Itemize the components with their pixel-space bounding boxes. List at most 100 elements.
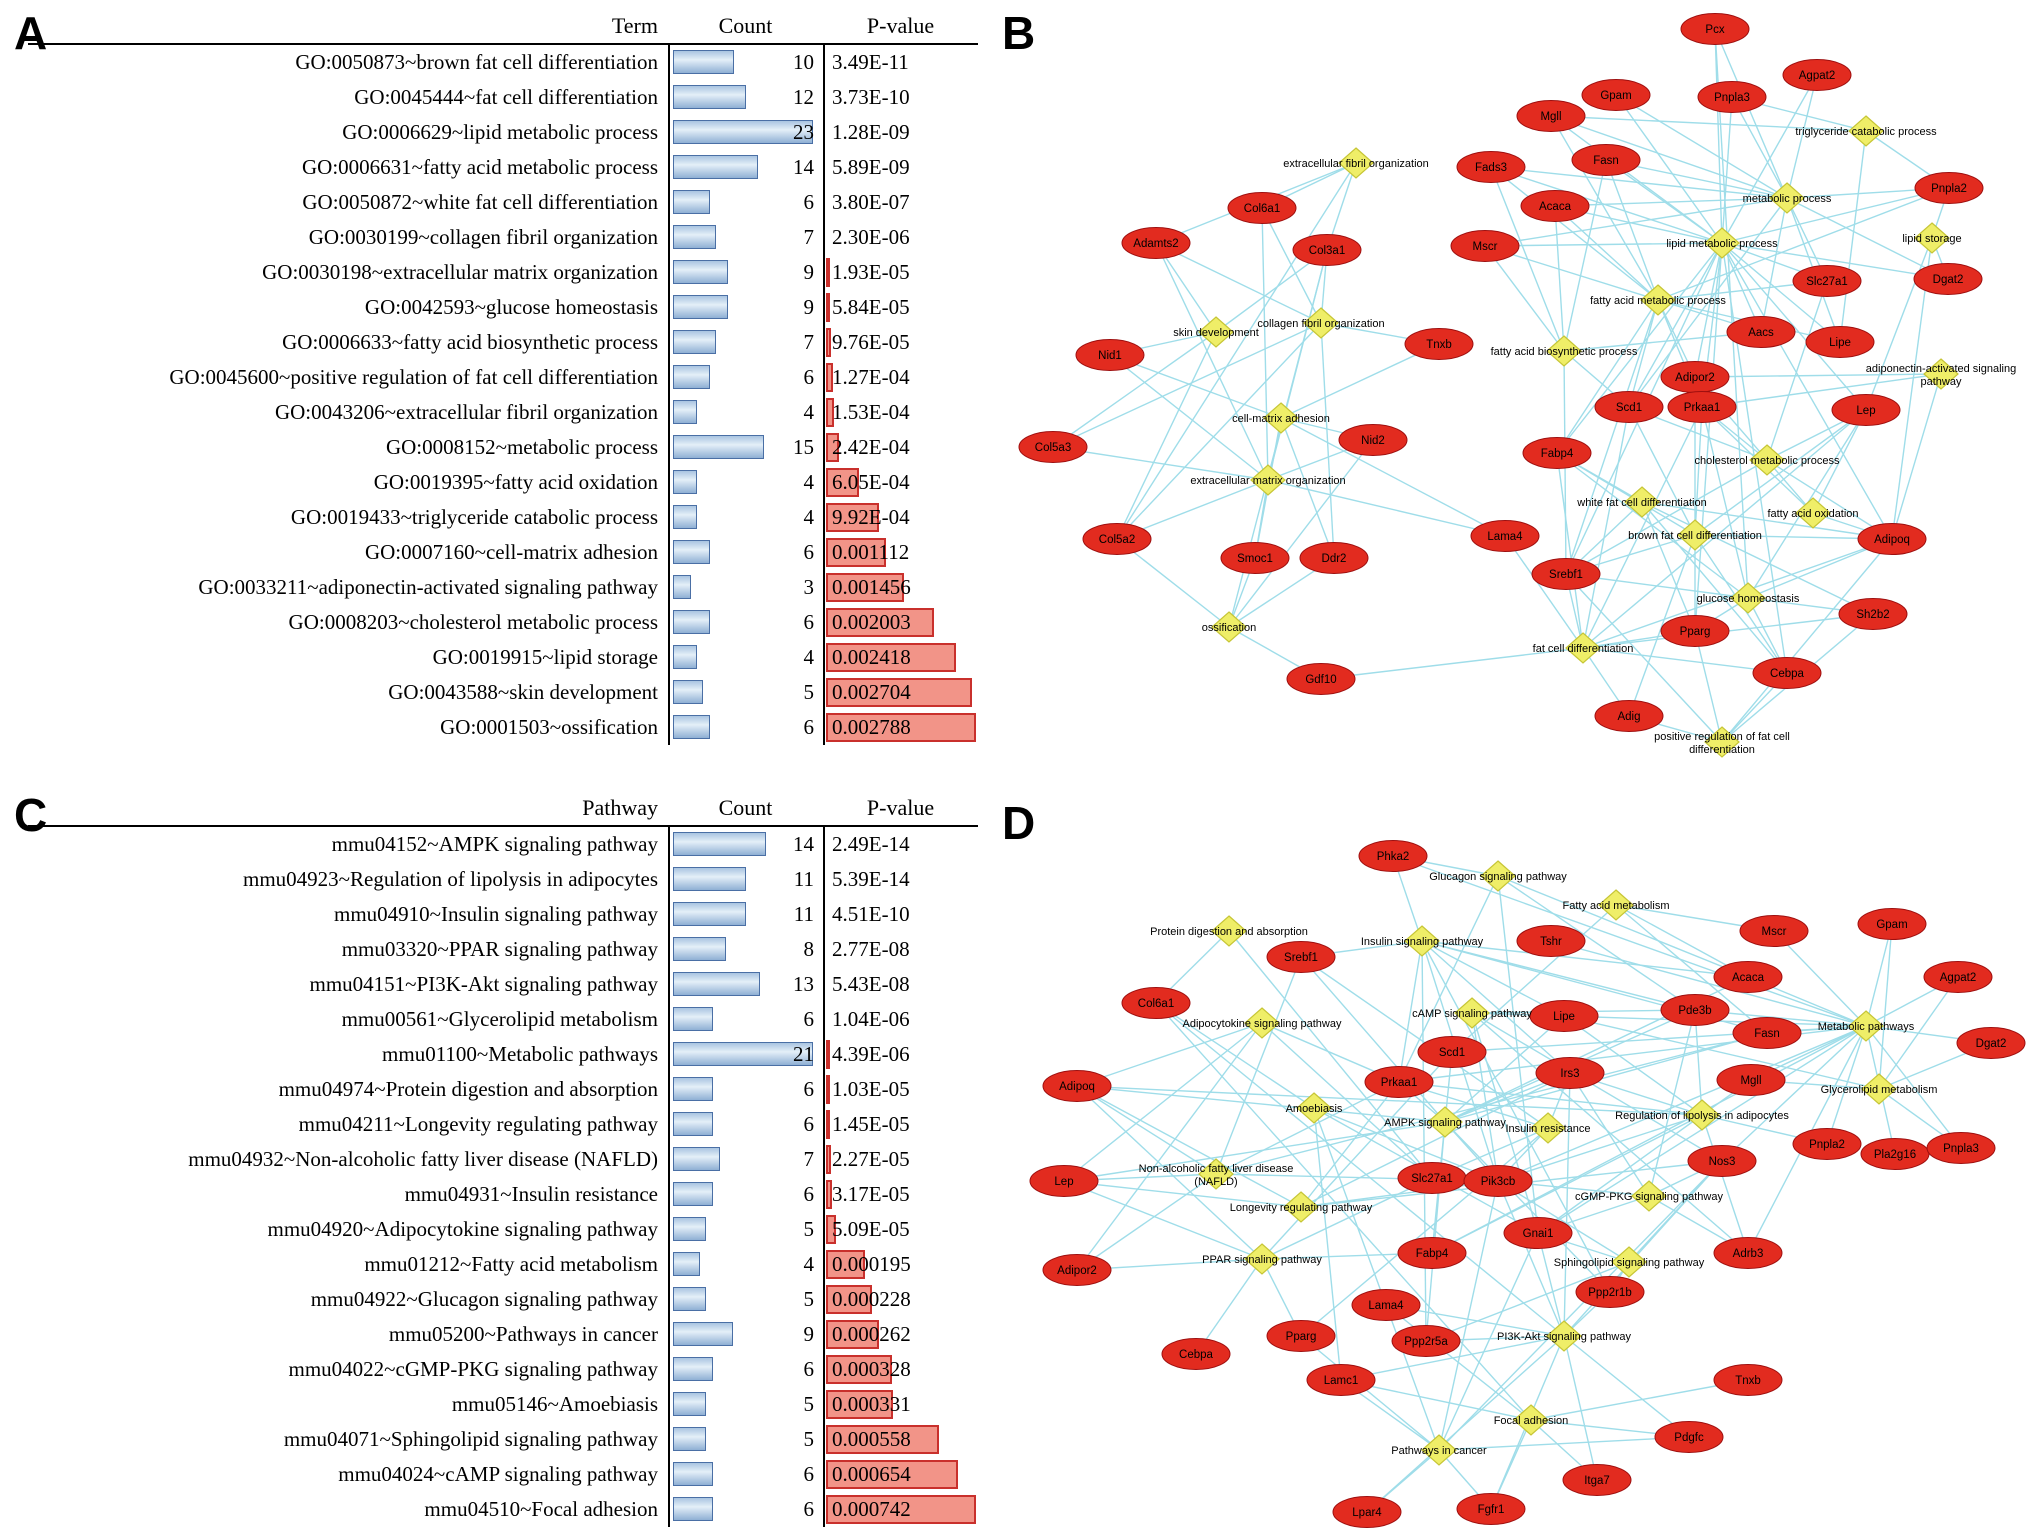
- count-bar: [673, 867, 747, 891]
- term-node: [1795, 497, 1831, 529]
- network-edge: [1786, 74, 1818, 199]
- gene-node: [1726, 316, 1796, 348]
- gene-label: Itga7: [1584, 1475, 1610, 1487]
- count-bar: [673, 505, 698, 529]
- network-edge: [1451, 1025, 1867, 1053]
- table-row: GO:0001503~ossification 6 0.002788: [28, 710, 978, 745]
- term-label: GO:0033211~adiponectin-activated signali…: [198, 575, 658, 599]
- term-label: mmu04910~Insulin signaling pathway: [333, 902, 658, 926]
- pvalue-cell: 2.77E-08: [823, 932, 978, 967]
- gene-node: [1042, 1070, 1112, 1102]
- network-edge: [1052, 446, 1269, 481]
- table-row: mmu04152~AMPK signaling pathway 14 2.49E-1…: [28, 827, 978, 862]
- network-edge: [1839, 130, 1867, 343]
- network-edge: [1563, 1072, 1571, 1337]
- pvalue-bar: [826, 1145, 831, 1174]
- gene-node: [1654, 1421, 1724, 1453]
- term-node-label: Metabolic pathways: [1818, 1021, 1915, 1033]
- count-bar: [673, 120, 813, 144]
- gene-label: Lama4: [1487, 531, 1523, 543]
- gene-node: [1351, 1289, 1421, 1321]
- network-edge: [1267, 479, 1506, 537]
- table-row: GO:0006633~fatty acid biosynthetic proce…: [28, 325, 978, 360]
- gene-label: Adipor2: [1057, 1265, 1097, 1277]
- gene-label: Scd1: [1439, 1047, 1465, 1059]
- pvalue-cell: 0.000742: [823, 1492, 978, 1527]
- gene-label: Lamc1: [1324, 1375, 1359, 1387]
- gene-label: Fabp4: [1541, 448, 1574, 460]
- term-node-labels: Glucagon signaling pathway Fatty acid met…: [1139, 871, 1938, 1457]
- term-node-label: Glucagon signaling pathway: [1429, 871, 1567, 883]
- network-edge: [1641, 501, 1893, 540]
- kegg-enrichment-table: Pathway Count P-value mmu04152~AMPK sign…: [28, 792, 978, 1527]
- gene-label: Pik3cb: [1481, 1176, 1516, 1188]
- gene-label: Cebpa: [1770, 668, 1804, 680]
- term-node-label: fatty acid metabolic process: [1590, 295, 1726, 307]
- gene-label: Pnpla3: [1714, 92, 1750, 104]
- network-edge: [1215, 956, 1302, 1175]
- network-edge: [1155, 1002, 1315, 1109]
- count-bar: [673, 575, 692, 599]
- network-edge: [1721, 538, 1893, 743]
- count-cell: 4: [668, 500, 823, 535]
- count-value: 12: [793, 85, 814, 109]
- count-value: 6: [803, 715, 815, 739]
- gene-node: [1450, 230, 1520, 262]
- gene-node: [1220, 542, 1290, 574]
- gene-label: Agpat2: [1940, 972, 1976, 984]
- network-edge: [1155, 242, 1322, 324]
- term-node: [1684, 1099, 1720, 1131]
- network-edge: [1471, 1012, 1723, 1162]
- count-value: 4: [803, 1252, 815, 1276]
- pvalue-cell: 1.03E-05: [823, 1072, 978, 1107]
- gene-label: Slc27a1: [1806, 276, 1848, 288]
- gene-label: Adrb3: [1733, 1248, 1764, 1260]
- gene-node: [1535, 1057, 1605, 1089]
- gene-label: Col6a1: [1138, 998, 1174, 1010]
- term-node-label: cholesterol metabolic process: [1695, 455, 1840, 467]
- gene-node: [1161, 1338, 1231, 1370]
- term-node-label-line: positive regulation of fat cell: [1654, 731, 1790, 743]
- network-edge: [1556, 299, 1659, 454]
- gene-label: Pparg: [1286, 1331, 1317, 1343]
- term-node: [1565, 632, 1601, 664]
- gene-label: Fgfr1: [1478, 1504, 1505, 1516]
- count-value: 5: [803, 1217, 815, 1241]
- term-node-label: lipid storage: [1902, 233, 1961, 245]
- network-edge: [1657, 187, 1950, 301]
- gene-label: Pnpla2: [1931, 183, 1967, 195]
- term-node: [1730, 582, 1766, 614]
- table-row: GO:0008203~cholesterol metabolic process…: [28, 605, 978, 640]
- count-bar: [673, 1462, 713, 1486]
- pvalue-cell: 0.001112: [823, 535, 978, 570]
- table-row: GO:0007160~cell-matrix adhesion 6 0.001112: [28, 535, 978, 570]
- term-label: mmu04923~Regulation of lipolysis in adip…: [243, 867, 658, 891]
- count-cell: 5: [668, 1282, 823, 1317]
- term-node: [1848, 1010, 1884, 1042]
- network-edge: [1537, 1114, 1703, 1234]
- gene-node: [1456, 151, 1526, 183]
- term-node-label: ossification: [1202, 622, 1256, 634]
- network-edge: [1425, 1261, 1630, 1342]
- pvalue-cell: 0.000228: [823, 1282, 978, 1317]
- gene-node: [1404, 328, 1474, 360]
- network-edge: [1280, 417, 1335, 559]
- network-edge: [1116, 538, 1230, 628]
- term-node: [1303, 307, 1339, 339]
- network-edge: [1731, 96, 1788, 199]
- network-edge: [1300, 956, 1446, 1123]
- table-row: mmu04923~Regulation of lipolysis in adip…: [28, 862, 978, 897]
- pvalue-label: 0.000195: [832, 1252, 911, 1276]
- term-node-label: Pathways in cancer: [1391, 1445, 1487, 1457]
- term-label: mmu04024~cAMP signaling pathway: [338, 1462, 658, 1486]
- gene-label: Gpam: [1600, 90, 1631, 102]
- pvalue-label: 4.39E-06: [832, 1042, 910, 1066]
- count-value: 6: [803, 1112, 815, 1136]
- term-label: GO:0019395~fatty acid oxidation: [373, 470, 658, 494]
- network-edge: [1615, 904, 1768, 1034]
- column-header-count: Count: [718, 13, 773, 38]
- pvalue-label: 0.000228: [832, 1287, 911, 1311]
- pvalue-cell: 3.17E-05: [823, 1177, 978, 1212]
- pvalue-label: 6.05E-04: [832, 470, 910, 494]
- gene-node: [1713, 961, 1783, 993]
